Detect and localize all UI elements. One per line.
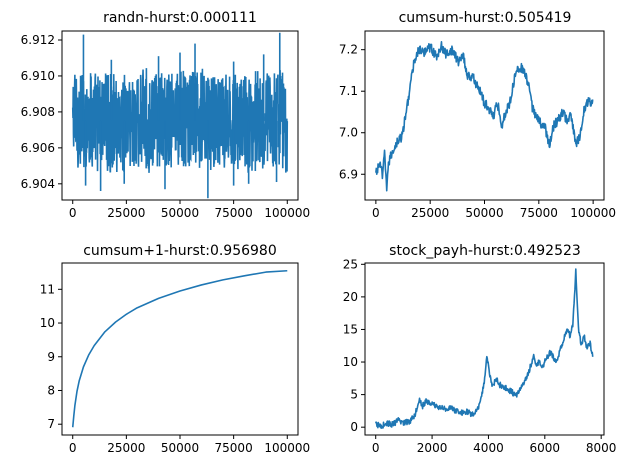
y-tick-label: 7.1 [339, 84, 358, 98]
y-tick-label: 6.910 [21, 69, 55, 83]
x-tick-label: 75000 [520, 206, 558, 220]
x-tick-label: 50000 [465, 206, 503, 220]
x-tick-label: 0 [372, 206, 380, 220]
y-tick-label: 0 [350, 420, 358, 434]
y-tick-label: 7.0 [339, 126, 358, 140]
chart-title: cumsum+1-hurst:0.956980 [83, 243, 277, 259]
y-tick-label: 25 [343, 257, 358, 271]
x-tick-label: 75000 [215, 206, 253, 220]
axes-frame [364, 262, 605, 436]
y-tick-label: 10 [40, 316, 55, 330]
y-tick-label: 7 [47, 417, 55, 431]
data-series-line [71, 269, 288, 428]
x-tick-label: 0 [69, 206, 77, 220]
y-tick-label: 6.9 [339, 167, 358, 181]
axes-frame [61, 262, 299, 436]
y-tick-label: 6.908 [21, 105, 55, 119]
data-series-line [71, 68, 289, 173]
y-tick-label: 5 [350, 388, 358, 402]
x-tick-label: 100000 [264, 441, 310, 455]
axes-frame [364, 30, 605, 201]
data-series-line [375, 40, 594, 192]
x-tick-label: 2000 [417, 441, 448, 455]
chart-title: randn-hurst:0.000111 [103, 10, 257, 26]
y-tick-label: 6.912 [21, 33, 55, 47]
y-tick-label: 10 [343, 355, 358, 369]
x-tick-label: 25000 [411, 206, 449, 220]
x-tick-label: 100000 [570, 206, 616, 220]
x-tick-label: 50000 [161, 441, 199, 455]
data-series-line [374, 268, 594, 429]
subplot-4: stock_payh-hurst:0.492523 0 2000 4000 6000 8… [343, 243, 617, 455]
subplot-3: cumsum+1-hurst:0.956980 0 25000 50000 75000… [40, 243, 310, 455]
y-tick-label: 6.904 [21, 177, 55, 191]
y-tick-label: 20 [343, 290, 358, 304]
x-tick-label: 25000 [107, 206, 145, 220]
plot-area [71, 269, 288, 428]
x-tick-label: 6000 [530, 441, 561, 455]
x-tick-label: 75000 [215, 441, 253, 455]
x-tick-label: 0 [372, 441, 380, 455]
x-tick-label: 8000 [586, 441, 617, 455]
x-tick-label: 50000 [161, 206, 199, 220]
plot-area [375, 40, 594, 192]
x-tick-label: 4000 [473, 441, 504, 455]
y-tick-label: 7.2 [339, 43, 358, 57]
y-tick-label: 11 [40, 282, 55, 296]
plot-area [71, 32, 289, 199]
y-tick-label: 6.906 [21, 141, 55, 155]
chart-title: cumsum-hurst:0.505419 [399, 10, 572, 26]
x-tick-label: 100000 [264, 206, 310, 220]
plot-area [374, 268, 594, 429]
x-tick-label: 25000 [107, 441, 145, 455]
y-tick-label: 8 [47, 383, 55, 397]
x-tick-label: 0 [69, 441, 77, 455]
y-tick-label: 15 [343, 322, 358, 336]
subplot-1: randn-hurst:0.000111 0 25000 50000 75000 100… [21, 10, 311, 220]
chart-title: stock_payh-hurst:0.492523 [389, 243, 581, 259]
subplot-2: cumsum-hurst:0.505419 0 25000 50000 75000 10… [339, 10, 616, 220]
y-tick-label: 9 [47, 350, 55, 364]
